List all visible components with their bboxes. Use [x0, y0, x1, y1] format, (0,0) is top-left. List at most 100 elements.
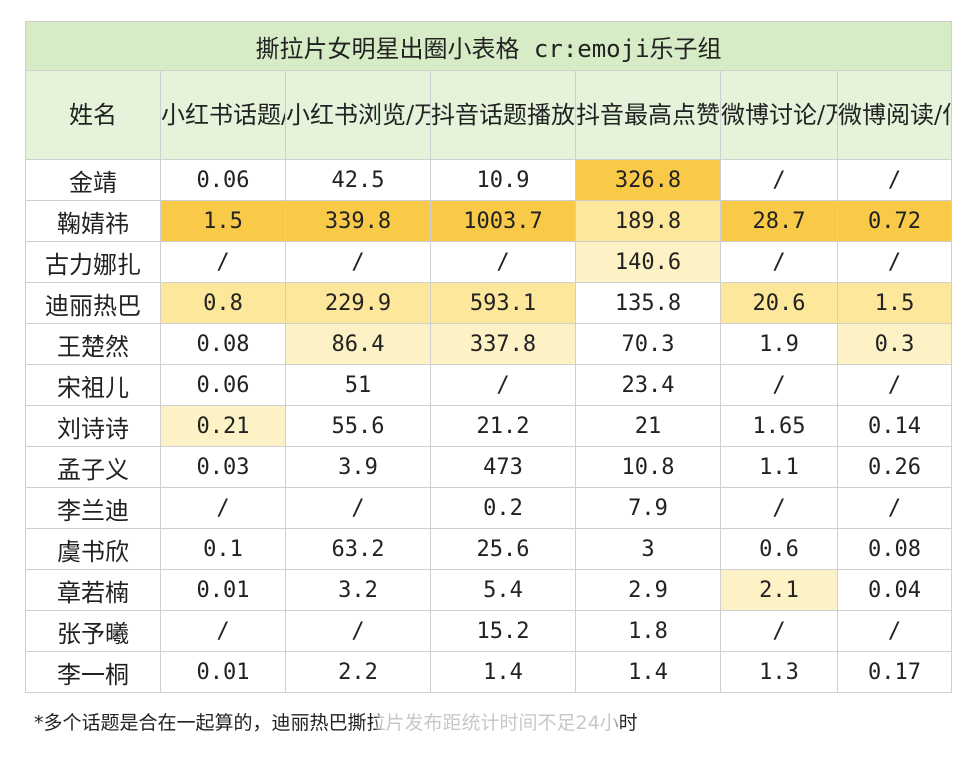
value-cell: 63.2 — [285, 528, 431, 570]
value-cell: 1.5 — [160, 200, 286, 242]
value-cell: 28.7 — [720, 200, 838, 242]
table-row: 金靖 0.06 42.5 10.9 326.8// — [25, 159, 953, 201]
value-cell: 3 — [575, 528, 721, 570]
value-cell: / — [836, 487, 953, 529]
value-cell: 55.6 — [285, 405, 431, 447]
table-row: 李一桐 0.01 2.2 1.4 1.4 1.3 0.17 — [25, 651, 953, 693]
value-cell: 7.9 — [575, 487, 721, 529]
header-douyin-topic: 抖音话题播放/万 — [430, 70, 576, 160]
value-cell: / — [160, 487, 286, 529]
value-cell: / — [836, 159, 953, 201]
name-cell: 王楚然 — [25, 323, 161, 365]
name-cell: 迪丽热巴 — [25, 282, 161, 324]
value-cell: 1.9 — [720, 323, 838, 365]
value-cell: 326.8 — [575, 159, 721, 201]
value-cell: 0.72 — [836, 200, 953, 242]
value-cell: 25.6 — [430, 528, 576, 570]
value-cell: 1003.7 — [430, 200, 576, 242]
value-cell: 0.03 — [160, 446, 286, 488]
value-cell: 473 — [430, 446, 576, 488]
value-cell: / — [160, 610, 286, 652]
value-cell: / — [720, 241, 838, 283]
table-row: 鞠婧祎 1.5 339.8 1003.7 189.8 28.7 0.72 — [25, 200, 953, 242]
value-cell: 2.9 — [575, 569, 721, 611]
value-cell: 5.4 — [430, 569, 576, 611]
value-cell: 189.8 — [575, 200, 721, 242]
value-cell: / — [160, 241, 286, 283]
value-cell: 1.8 — [575, 610, 721, 652]
header-xhs-views: 小红书浏览/万 — [285, 70, 431, 160]
table-row: 虞书欣 0.1 63.2 25.6 3 0.6 0.08 — [25, 528, 953, 570]
value-cell: 1.65 — [720, 405, 838, 447]
value-cell: / — [720, 159, 838, 201]
table-row: 章若楠 0.01 3.2 5.4 2.9 2.1 0.04 — [25, 569, 953, 611]
value-cell: 42.5 — [285, 159, 431, 201]
header-xhs-topic: 小红书话题/万 — [160, 70, 286, 160]
value-cell: 1.5 — [836, 282, 953, 324]
value-cell: 0.21 — [160, 405, 286, 447]
value-cell: 0.8 — [160, 282, 286, 324]
value-cell: 86.4 — [285, 323, 431, 365]
value-cell: 0.3 — [836, 323, 953, 365]
value-cell: / — [720, 364, 838, 406]
value-cell: 1.3 — [720, 651, 838, 693]
value-cell: 10.9 — [430, 159, 576, 201]
name-cell: 虞书欣 — [25, 528, 161, 570]
value-cell: 0.06 — [160, 159, 286, 201]
table-row: 刘诗诗 0.21 55.6 21.2 21 1.65 0.14 — [25, 405, 953, 447]
value-cell: 0.04 — [836, 569, 953, 611]
value-cell: 135.8 — [575, 282, 721, 324]
value-cell: 0.01 — [160, 569, 286, 611]
header-douyin-likes: 抖音最高点赞/万 — [575, 70, 721, 160]
value-cell: 2.1 — [720, 569, 838, 611]
value-cell: 0.08 — [160, 323, 286, 365]
title-row: 撕拉片女明星出圈小表格 cr:emoji乐子组 — [24, 21, 953, 71]
value-cell: 51 — [285, 364, 431, 406]
value-cell: 0.26 — [836, 446, 953, 488]
value-cell: 339.8 — [285, 200, 431, 242]
value-cell: 337.8 — [430, 323, 576, 365]
value-cell: 0.2 — [430, 487, 576, 529]
table-row: 宋祖儿 0.06 51/23.4// — [25, 364, 953, 406]
value-cell: / — [285, 610, 431, 652]
name-cell: 李兰迪 — [25, 487, 161, 529]
value-cell: 15.2 — [430, 610, 576, 652]
value-cell: 2.2 — [285, 651, 431, 693]
value-cell: 21.2 — [430, 405, 576, 447]
name-cell: 古力娜扎 — [25, 241, 161, 283]
value-cell: 20.6 — [720, 282, 838, 324]
value-cell: / — [836, 610, 953, 652]
value-cell: 0.01 — [160, 651, 286, 693]
table-row: 张予曦 //15.2 1.8// — [25, 610, 953, 652]
value-cell: 0.17 — [836, 651, 953, 693]
value-cell: 0.14 — [836, 405, 953, 447]
value-cell: / — [720, 610, 838, 652]
value-cell: / — [430, 364, 576, 406]
stats-table: 撕拉片女明星出圈小表格 cr:emoji乐子组 姓名 小红书话题/万 小红书浏览… — [24, 21, 953, 693]
header-row: 姓名 小红书话题/万 小红书浏览/万 抖音话题播放/万 抖音最高点赞/万 微博讨… — [25, 70, 953, 160]
value-cell: / — [720, 487, 838, 529]
value-cell: 1.4 — [575, 651, 721, 693]
name-cell: 鞠婧祎 — [25, 200, 161, 242]
value-cell: 1.4 — [430, 651, 576, 693]
table-row: 孟子义 0.03 3.9 473 10.8 1.1 0.26 — [25, 446, 953, 488]
value-cell: 593.1 — [430, 282, 576, 324]
watermark-blur — [378, 700, 618, 740]
value-cell: 3.9 — [285, 446, 431, 488]
name-cell: 李一桐 — [25, 651, 161, 693]
table-row: 古力娜扎 / //140.6// — [25, 241, 953, 283]
value-cell: 21 — [575, 405, 721, 447]
value-cell: 140.6 — [575, 241, 721, 283]
value-cell: 3.2 — [285, 569, 431, 611]
name-cell: 刘诗诗 — [25, 405, 161, 447]
value-cell: 10.8 — [575, 446, 721, 488]
table-title: 撕拉片女明星出圈小表格 cr:emoji乐子组 — [24, 21, 953, 71]
value-cell: 70.3 — [575, 323, 721, 365]
value-cell: / — [836, 241, 953, 283]
name-cell: 宋祖儿 — [25, 364, 161, 406]
value-cell: 23.4 — [575, 364, 721, 406]
table-row: 李兰迪 //0.2 7.9// — [25, 487, 953, 529]
name-cell: 张予曦 — [25, 610, 161, 652]
name-cell: 金靖 — [25, 159, 161, 201]
table-row: 王楚然 0.08 86.4 337.8 70.3 1.9 0.3 — [25, 323, 953, 365]
